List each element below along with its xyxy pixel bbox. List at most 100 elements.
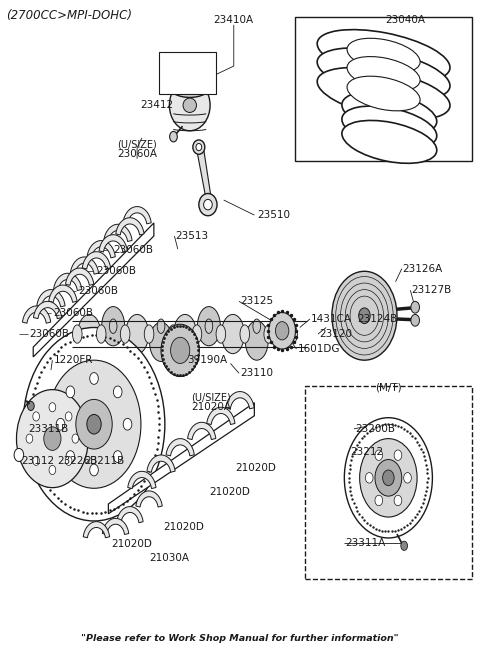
Circle shape: [33, 457, 39, 465]
Ellipse shape: [317, 67, 450, 119]
Circle shape: [47, 360, 141, 488]
Ellipse shape: [347, 76, 420, 111]
Circle shape: [44, 427, 61, 451]
Text: (U/SIZE): (U/SIZE): [192, 392, 231, 402]
Ellipse shape: [72, 325, 82, 343]
Ellipse shape: [199, 193, 217, 215]
Ellipse shape: [193, 140, 205, 155]
Ellipse shape: [204, 199, 212, 210]
Text: 23412: 23412: [140, 100, 173, 110]
Circle shape: [332, 271, 397, 360]
Text: 23060A: 23060A: [117, 149, 157, 159]
Ellipse shape: [240, 325, 250, 343]
Text: 21020D: 21020D: [209, 487, 250, 497]
Circle shape: [344, 418, 432, 538]
Bar: [305, 386, 472, 579]
Circle shape: [72, 434, 79, 443]
Ellipse shape: [109, 319, 117, 333]
Circle shape: [123, 419, 132, 430]
Circle shape: [66, 386, 75, 398]
Text: 23211B: 23211B: [84, 457, 125, 466]
Ellipse shape: [205, 319, 213, 333]
Circle shape: [394, 495, 402, 506]
Text: 21030A: 21030A: [149, 553, 189, 563]
Text: 23125: 23125: [240, 296, 273, 307]
Text: 39190A: 39190A: [187, 355, 228, 365]
Circle shape: [375, 460, 402, 496]
Text: 23060B: 23060B: [53, 308, 93, 318]
Text: 23200B: 23200B: [355, 424, 395, 434]
Text: 23060B: 23060B: [79, 286, 119, 296]
Circle shape: [269, 312, 296, 349]
Ellipse shape: [173, 314, 196, 354]
Circle shape: [170, 337, 190, 364]
Polygon shape: [66, 268, 94, 286]
Bar: [295, 17, 472, 161]
Text: 23513: 23513: [175, 231, 208, 241]
Polygon shape: [34, 301, 62, 318]
Polygon shape: [117, 506, 143, 523]
Polygon shape: [83, 521, 109, 538]
Circle shape: [66, 451, 75, 462]
Polygon shape: [116, 217, 144, 235]
Circle shape: [87, 415, 101, 434]
Circle shape: [26, 434, 33, 443]
Ellipse shape: [144, 325, 154, 343]
Ellipse shape: [317, 29, 450, 82]
Circle shape: [56, 419, 65, 430]
Text: 1220FR: 1220FR: [53, 355, 93, 365]
Circle shape: [33, 412, 39, 421]
Ellipse shape: [342, 121, 437, 163]
Ellipse shape: [197, 307, 220, 346]
Ellipse shape: [120, 325, 130, 343]
Text: 23311B: 23311B: [28, 424, 69, 434]
Polygon shape: [123, 206, 151, 224]
Ellipse shape: [245, 321, 268, 360]
Circle shape: [76, 400, 112, 449]
Circle shape: [113, 386, 122, 398]
Polygon shape: [207, 407, 235, 424]
Circle shape: [113, 451, 122, 462]
Ellipse shape: [169, 77, 210, 98]
Circle shape: [394, 450, 402, 460]
Text: 23126A: 23126A: [403, 264, 443, 274]
Text: 23212: 23212: [350, 447, 383, 457]
Polygon shape: [102, 518, 129, 534]
Circle shape: [383, 470, 394, 485]
Ellipse shape: [347, 38, 420, 73]
Text: 23040A: 23040A: [385, 15, 425, 26]
Ellipse shape: [288, 325, 298, 343]
Ellipse shape: [196, 143, 202, 151]
Circle shape: [90, 373, 98, 384]
Text: 23226B: 23226B: [57, 457, 97, 466]
Text: 23410A: 23410A: [213, 15, 253, 26]
Ellipse shape: [253, 319, 261, 333]
Circle shape: [401, 541, 408, 550]
Text: 1431CA: 1431CA: [311, 314, 352, 324]
Circle shape: [359, 308, 370, 324]
Polygon shape: [87, 240, 115, 258]
Ellipse shape: [342, 92, 437, 134]
Circle shape: [411, 314, 420, 326]
Ellipse shape: [102, 307, 125, 346]
Text: 23112: 23112: [21, 457, 54, 466]
Polygon shape: [37, 290, 65, 307]
Polygon shape: [23, 306, 51, 323]
Circle shape: [65, 457, 72, 465]
Text: (M/T): (M/T): [375, 383, 402, 392]
Circle shape: [161, 324, 199, 377]
Circle shape: [375, 495, 383, 506]
Text: 23060B: 23060B: [29, 329, 70, 339]
Text: 23124B: 23124B: [357, 314, 397, 324]
Text: 1601DG: 1601DG: [298, 344, 340, 354]
Ellipse shape: [126, 314, 149, 354]
Text: 23120: 23120: [319, 329, 352, 339]
Ellipse shape: [169, 80, 210, 131]
Circle shape: [49, 466, 56, 475]
Polygon shape: [166, 439, 194, 456]
Text: 21020D: 21020D: [111, 540, 152, 550]
Text: "Please refer to Work Shop Manual for further information": "Please refer to Work Shop Manual for fu…: [81, 633, 399, 643]
Polygon shape: [104, 224, 132, 242]
Ellipse shape: [168, 325, 178, 343]
Polygon shape: [128, 472, 156, 489]
